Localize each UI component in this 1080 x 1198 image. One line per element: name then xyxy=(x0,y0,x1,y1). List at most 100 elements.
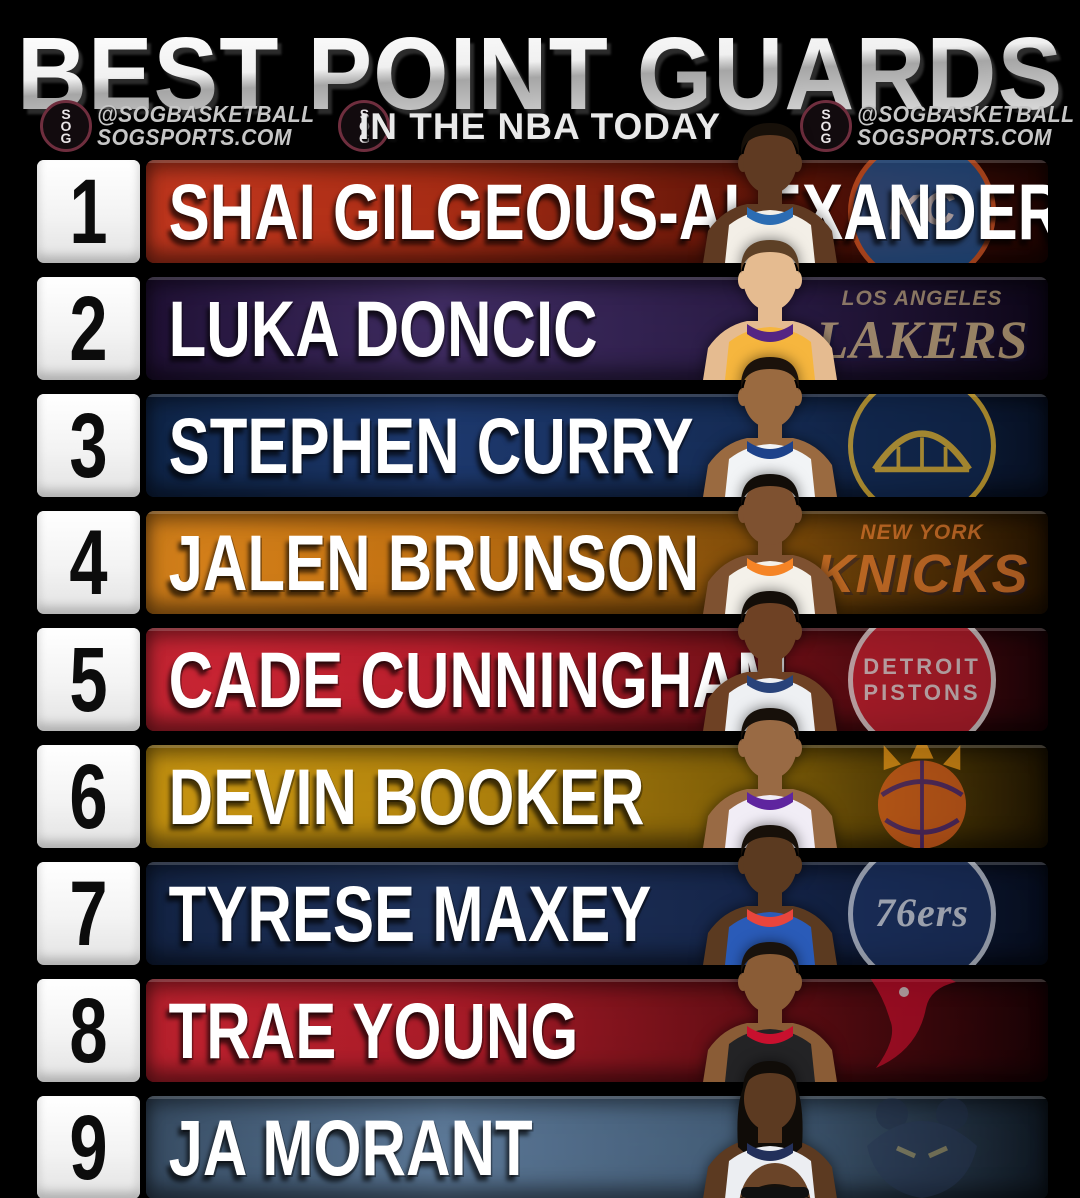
player-bar: TYRESE MAXEY 76ers xyxy=(146,862,1048,965)
rank-row-8: 8 TRAE YOUNG xyxy=(37,942,1048,1082)
rank-number-box: 3 xyxy=(37,394,140,497)
player-silhouette xyxy=(703,942,837,1082)
social-handles: @SOGBASKETBALL SOGSPORTS.COM xyxy=(97,103,315,149)
rank-number-box: 6 xyxy=(37,745,140,848)
pistons-logo: DETROIT PISTONS xyxy=(800,628,1044,731)
player-name: DEVIN BOOKER xyxy=(168,751,645,841)
player-name: SHAI GILGEOUS-ALEXANDER xyxy=(168,166,1048,256)
lakers-wordmark: LOS ANGELES LAKERS xyxy=(815,288,1028,369)
warriors-logo xyxy=(800,394,1044,497)
sog-badge-text: SOG xyxy=(60,106,72,146)
player-photo-trae-young xyxy=(695,930,845,1082)
sog-badge-icon: SOG xyxy=(40,100,92,152)
rank-number: 7 xyxy=(69,861,108,965)
partial-head-silhouette xyxy=(739,1163,811,1198)
logo-text-line1: 76ers xyxy=(875,889,969,935)
sog-badge-icon: SOG xyxy=(338,100,391,152)
thunder-roundel: KC xyxy=(848,160,996,263)
warriors-roundel xyxy=(848,394,996,497)
rank-number-box: 2 xyxy=(37,277,140,380)
rank-number: 4 xyxy=(69,510,108,614)
rank-row-4: 4 JALEN BRUNSON NEW YORK KNICKS xyxy=(37,474,1048,614)
rank-row-5: 5 CADE CUNNINGHAM DETROIT PISTONS xyxy=(37,591,1048,731)
player-silhouette xyxy=(703,123,837,263)
rank-number-box: 1 xyxy=(37,160,140,263)
rank-number: 2 xyxy=(69,276,108,380)
page-subtitle: IN THE NBA TODAY xyxy=(358,106,722,147)
sun-basketball-icon xyxy=(877,745,967,848)
sog-badge-text: SOG xyxy=(820,106,832,146)
logo-text-line1: NEW YORK xyxy=(860,521,984,545)
lakers-logo: LOS ANGELES LAKERS xyxy=(800,277,1044,380)
player-photo-devin-booker xyxy=(695,696,845,848)
rank-number: 3 xyxy=(69,393,108,497)
player-bar: DEVIN BOOKER xyxy=(146,745,1048,848)
rank-number: 1 xyxy=(69,159,108,263)
player-bar: CADE CUNNINGHAM DETROIT PISTONS xyxy=(146,628,1048,731)
hawks-mark xyxy=(848,979,996,1082)
thunder-logo: KC xyxy=(800,160,1044,263)
rank-number-box: 9 xyxy=(37,1096,140,1198)
rank-number: 8 xyxy=(69,978,108,1082)
suns-roundel xyxy=(848,745,996,848)
player-silhouette xyxy=(703,708,837,848)
player-photo-next-partial xyxy=(725,1159,825,1198)
player-bar: SHAI GILGEOUS-ALEXANDER KC xyxy=(146,160,1048,263)
player-bar: TRAE YOUNG xyxy=(146,979,1048,1082)
player-name: JALEN BRUNSON xyxy=(168,517,700,607)
rank-number-box: 7 xyxy=(37,862,140,965)
rank-number-box: 5 xyxy=(37,628,140,731)
page-title: BEST POINT GUARDS xyxy=(0,15,1080,134)
header-subrow: SOG @SOGBASKETBALL SOGSPORTS.COM SOG IN … xyxy=(0,98,1080,152)
player-name: JA MORANT xyxy=(168,1102,533,1192)
grizzlies-mark xyxy=(848,1096,996,1198)
rank-row-7: 7 TYRESE MAXEY 76ers xyxy=(37,825,1048,965)
social-site: SOGSPORTS.COM xyxy=(97,124,292,150)
sixers-roundel: 76ers xyxy=(848,862,996,965)
logo-text-line2: LAKERS xyxy=(815,310,1029,371)
bear-head-icon xyxy=(867,1097,977,1198)
social-handles: @SOGBASKETBALL SOGSPORTS.COM xyxy=(857,103,1075,149)
social-block-left: SOG @SOGBASKETBALL SOGSPORTS.COM SOG xyxy=(40,100,391,152)
rank-row-3: 3 STEPHEN CURRY xyxy=(37,357,1048,497)
ranking-list: 1 SHAI GILGEOUS-ALEXANDER KC xyxy=(37,123,1048,1198)
player-name: CADE CUNNINGHAM xyxy=(168,634,789,724)
rank-number: 9 xyxy=(69,1095,108,1198)
player-photo-luka-doncic xyxy=(695,228,845,380)
hawks-logo xyxy=(800,979,1044,1082)
player-silhouette xyxy=(703,240,837,380)
rank-row-6: 6 DEVIN BOOKER xyxy=(37,708,1048,848)
social-site: SOGSPORTS.COM xyxy=(857,124,1052,150)
player-name: TYRESE MAXEY xyxy=(168,868,652,958)
rank-row-1: 1 SHAI GILGEOUS-ALEXANDER KC xyxy=(37,123,1048,263)
player-bar: JA MORANT xyxy=(146,1096,1048,1198)
knicks-logo: NEW YORK KNICKS xyxy=(800,511,1044,614)
social-handle: @SOGBASKETBALL xyxy=(857,101,1075,127)
knicks-wordmark: NEW YORK KNICKS xyxy=(815,522,1028,603)
sixers-logo: 76ers xyxy=(800,862,1044,965)
player-bar: STEPHEN CURRY xyxy=(146,394,1048,497)
rank-number-box: 8 xyxy=(37,979,140,1082)
social-block-right: SOG @SOGBASKETBALL SOGSPORTS.COM SOG xyxy=(800,100,1080,152)
pistons-roundel: DETROIT PISTONS xyxy=(848,628,996,731)
player-photo-shai-gilgeous-alexander xyxy=(695,111,845,263)
player-bar: JALEN BRUNSON NEW YORK KNICKS xyxy=(146,511,1048,614)
rank-number-box: 4 xyxy=(37,511,140,614)
rank-row-2: 2 LUKA DONCIC LOS ANGELES LAKERS xyxy=(37,240,1048,380)
sog-badge-icon: SOG xyxy=(800,100,852,152)
player-name: TRAE YOUNG xyxy=(168,985,579,1075)
bridge-icon xyxy=(872,430,972,472)
social-handle: @SOGBASKETBALL xyxy=(97,101,315,127)
player-name: LUKA DONCIC xyxy=(168,283,598,373)
rank-number: 5 xyxy=(69,627,108,731)
logo-text-line2: PISTONS xyxy=(863,679,981,705)
grizzlies-logo xyxy=(800,1096,1044,1198)
hawk-head-icon xyxy=(871,979,956,1068)
player-bar: LUKA DONCIC LOS ANGELES LAKERS xyxy=(146,277,1048,380)
logo-text-line1: LOS ANGELES xyxy=(841,287,1003,311)
suns-logo xyxy=(800,745,1044,848)
logo-text-line1: DETROIT xyxy=(863,654,981,680)
rank-row-9: 9 JA MORANT xyxy=(37,1061,1048,1198)
player-name: STEPHEN CURRY xyxy=(168,400,694,490)
